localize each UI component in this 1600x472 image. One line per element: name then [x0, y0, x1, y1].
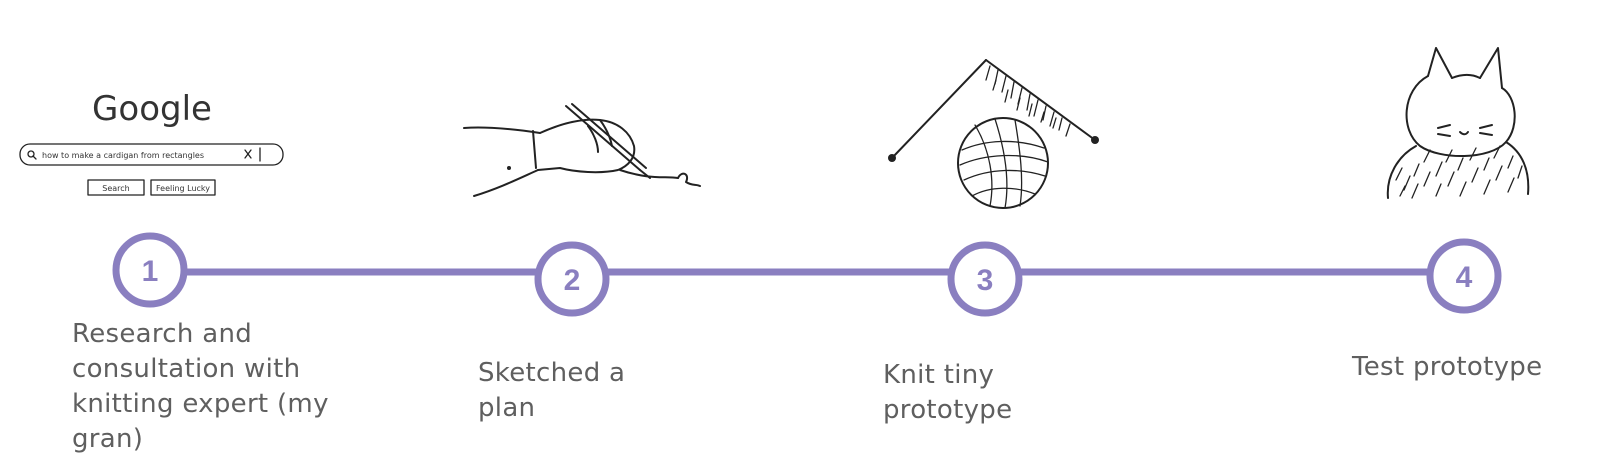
step-marker-4: 4	[1426, 238, 1502, 314]
search-button-sketch: Search	[102, 184, 129, 193]
step-number-1: 1	[142, 255, 159, 288]
step-marker-3: 3	[947, 241, 1023, 317]
step-label-4: Test prototype	[1352, 352, 1543, 382]
step-marker-2: 2	[534, 241, 610, 317]
step-number-4: 4	[1456, 261, 1473, 294]
step-number-3: 3	[977, 264, 994, 297]
hand-drawing-icon	[463, 103, 701, 197]
step-label-3: Knit tiny prototype	[883, 360, 1013, 425]
step-marker-1: 1	[112, 232, 188, 308]
cat-in-sweater-icon	[1386, 47, 1530, 199]
google-logo-sketch: Google	[92, 89, 212, 129]
yarn-ball-knitting-needles-icon	[888, 59, 1099, 209]
lucky-button-sketch: Feeling Lucky	[156, 184, 210, 193]
step-label-2: Sketched a plan	[478, 358, 626, 423]
google-search-sketch-icon: Google how to make a cardigan from recta…	[19, 89, 284, 196]
search-query-sketch: how to make a cardigan from rectangles	[42, 151, 204, 160]
step-number-2: 2	[564, 264, 581, 297]
step-label-1: Research and consultation with knitting …	[72, 319, 329, 454]
